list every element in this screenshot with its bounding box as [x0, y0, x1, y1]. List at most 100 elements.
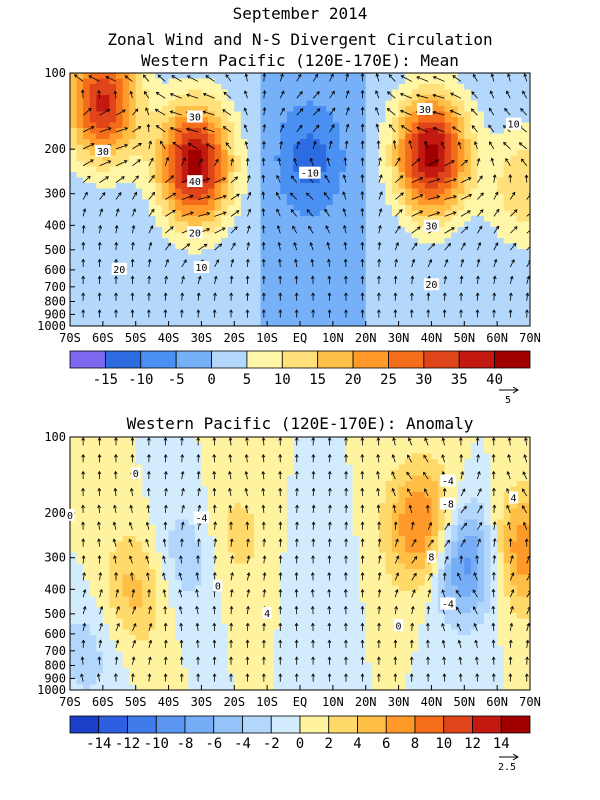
field-cell — [208, 309, 216, 316]
field-cell — [352, 166, 360, 173]
field-cell — [332, 293, 341, 300]
field-cell — [372, 216, 380, 223]
field-cell — [83, 304, 91, 311]
circulation-vector — [471, 91, 478, 99]
field-cell — [175, 122, 183, 129]
field-cell — [76, 216, 84, 223]
field-cell — [208, 657, 216, 664]
field-cell — [76, 155, 84, 162]
circulation-vector — [223, 91, 232, 99]
colorbar-label: 30 — [415, 372, 432, 388]
field-cell — [332, 95, 341, 102]
field-cell — [175, 585, 183, 592]
field-cell — [497, 161, 505, 168]
field-cell — [339, 298, 347, 305]
field-cell — [326, 150, 334, 157]
field-cell — [227, 585, 235, 592]
field-cell — [365, 238, 373, 245]
field-cell — [464, 106, 472, 113]
circulation-vector — [477, 209, 484, 217]
field-cell — [234, 111, 242, 118]
field-cell — [477, 205, 485, 212]
circulation-vector — [148, 140, 153, 149]
field-cell — [188, 536, 196, 543]
field-cell — [188, 188, 196, 195]
field-cell — [234, 249, 242, 256]
field-cell — [129, 580, 137, 587]
field-cell — [188, 155, 196, 162]
field-cell — [135, 298, 143, 305]
field-cell — [444, 315, 452, 322]
field-cell — [286, 205, 295, 212]
field-cell — [516, 150, 525, 157]
field-cell — [89, 657, 97, 664]
field-cell — [451, 172, 459, 179]
field-cell — [221, 133, 229, 140]
field-cell — [208, 271, 216, 278]
field-cell — [490, 315, 498, 322]
field-cell — [424, 150, 433, 157]
field-cell — [102, 221, 111, 228]
field-cell — [227, 282, 235, 289]
field-cell — [135, 205, 143, 212]
field-cell — [76, 287, 84, 294]
field-cell — [372, 254, 380, 261]
field-cell — [83, 133, 91, 140]
field-cell — [129, 640, 137, 647]
field-cell — [96, 635, 104, 642]
field-cell — [214, 172, 222, 179]
field-cell — [254, 221, 262, 228]
circulation-vector — [444, 211, 457, 217]
field-cell — [240, 657, 249, 664]
field-cell — [214, 199, 222, 206]
field-cell — [201, 437, 209, 444]
field-cell — [484, 260, 492, 267]
field-cell — [503, 210, 511, 217]
field-cell — [83, 243, 91, 250]
field-cell — [431, 161, 439, 168]
field-cell — [240, 139, 249, 146]
field-cell — [155, 508, 163, 515]
field-cell — [234, 265, 242, 272]
field-cell — [273, 111, 281, 118]
field-cell — [155, 591, 163, 598]
field-cell — [444, 194, 452, 201]
field-cell — [418, 183, 426, 190]
field-cell — [96, 530, 104, 537]
circulation-vector — [323, 191, 330, 200]
field-cell — [83, 238, 91, 245]
field-cell — [168, 541, 176, 548]
field-cell — [116, 459, 124, 466]
field-cell — [76, 238, 84, 245]
circulation-vector — [131, 241, 135, 251]
field-cell — [300, 315, 308, 322]
field-cell — [247, 144, 255, 151]
circulation-vector — [444, 160, 455, 167]
circulation-vector — [278, 275, 283, 284]
field-cell — [300, 89, 308, 96]
field-cell — [293, 320, 301, 326]
field-cell — [129, 117, 137, 124]
field-cell — [155, 106, 163, 113]
field-cell — [188, 437, 196, 444]
field-cell — [497, 166, 505, 173]
field-cell — [267, 271, 275, 278]
field-cell — [398, 188, 406, 195]
field-cell — [102, 679, 111, 686]
field-cell — [135, 111, 143, 118]
circulation-vector — [360, 123, 365, 133]
field-cell — [398, 216, 406, 223]
field-cell — [208, 613, 216, 620]
field-cell — [457, 265, 465, 272]
field-cell — [359, 117, 367, 124]
field-cell — [168, 596, 176, 603]
field-cell — [300, 205, 308, 212]
field-cell — [510, 199, 518, 206]
field-cell — [155, 172, 163, 179]
field-cell — [194, 497, 203, 504]
field-cell — [116, 210, 124, 217]
field-cell — [168, 613, 176, 620]
field-cell — [378, 183, 387, 190]
field-cell — [273, 309, 281, 316]
field-cell — [194, 95, 203, 102]
